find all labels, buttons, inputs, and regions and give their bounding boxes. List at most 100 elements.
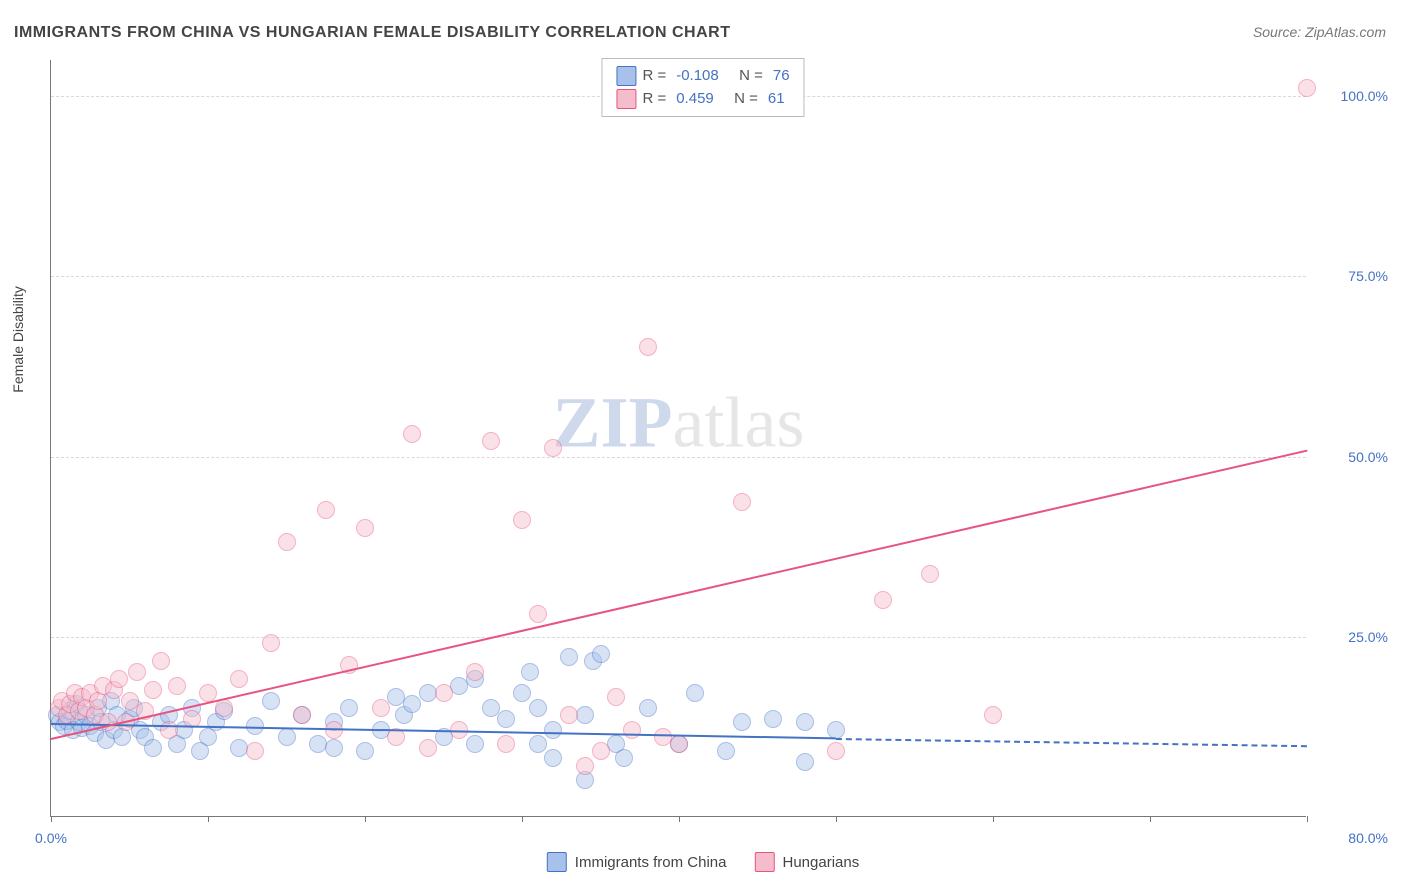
data-point bbox=[497, 735, 515, 753]
legend-item: Hungarians bbox=[755, 852, 860, 872]
data-point bbox=[403, 695, 421, 713]
data-point bbox=[152, 652, 170, 670]
data-point bbox=[544, 749, 562, 767]
gridline bbox=[51, 637, 1306, 638]
data-point bbox=[560, 648, 578, 666]
data-point bbox=[639, 699, 657, 717]
data-point bbox=[144, 739, 162, 757]
data-point bbox=[670, 735, 688, 753]
data-point bbox=[121, 692, 139, 710]
x-tick bbox=[993, 816, 994, 822]
y-tick-label: 50.0% bbox=[1348, 449, 1388, 465]
data-point bbox=[733, 713, 751, 731]
legend-bottom: Immigrants from China Hungarians bbox=[547, 852, 859, 872]
data-point bbox=[317, 501, 335, 519]
data-point bbox=[513, 511, 531, 529]
correlation-legend: R = -0.108 N = 76 R = 0.459 N = 61 bbox=[601, 58, 804, 117]
data-point bbox=[529, 735, 547, 753]
x-tick bbox=[51, 816, 52, 822]
data-point bbox=[592, 742, 610, 760]
data-point bbox=[482, 432, 500, 450]
trend-line bbox=[51, 449, 1307, 739]
data-point bbox=[827, 742, 845, 760]
watermark: ZIPatlas bbox=[553, 381, 805, 464]
x-tick bbox=[1150, 816, 1151, 822]
y-axis-label: Female Disability bbox=[10, 286, 26, 393]
legend-label: Immigrants from China bbox=[575, 854, 727, 871]
data-point bbox=[686, 684, 704, 702]
data-point bbox=[717, 742, 735, 760]
data-point bbox=[325, 739, 343, 757]
x-tick bbox=[1307, 816, 1308, 822]
data-point bbox=[160, 721, 178, 739]
gridline bbox=[51, 457, 1306, 458]
data-point bbox=[262, 692, 280, 710]
data-point bbox=[262, 634, 280, 652]
data-point bbox=[544, 721, 562, 739]
data-point bbox=[128, 663, 146, 681]
data-point bbox=[419, 739, 437, 757]
source-credit: Source: ZipAtlas.com bbox=[1253, 24, 1386, 40]
data-point bbox=[144, 681, 162, 699]
y-tick-label: 100.0% bbox=[1341, 88, 1388, 104]
x-tick-label: 0.0% bbox=[35, 830, 67, 846]
data-point bbox=[560, 706, 578, 724]
data-point bbox=[230, 670, 248, 688]
data-point bbox=[293, 706, 311, 724]
scatter-plot-area: ZIPatlas 25.0%50.0%75.0%100.0%0.0%80.0% bbox=[50, 60, 1306, 817]
data-point bbox=[592, 645, 610, 663]
data-point bbox=[482, 699, 500, 717]
data-point bbox=[466, 735, 484, 753]
data-point bbox=[99, 713, 117, 731]
x-tick bbox=[208, 816, 209, 822]
gridline bbox=[51, 276, 1306, 277]
chart-title: IMMIGRANTS FROM CHINA VS HUNGARIAN FEMAL… bbox=[14, 24, 730, 42]
x-tick-label: 80.0% bbox=[1348, 830, 1388, 846]
data-point bbox=[278, 533, 296, 551]
data-point bbox=[356, 742, 374, 760]
data-point bbox=[513, 684, 531, 702]
data-point bbox=[372, 699, 390, 717]
data-point bbox=[403, 425, 421, 443]
data-point bbox=[529, 605, 547, 623]
data-point bbox=[796, 713, 814, 731]
data-point bbox=[497, 710, 515, 728]
data-point bbox=[796, 753, 814, 771]
legend-swatch-icon bbox=[616, 89, 636, 109]
legend-row: R = -0.108 N = 76 bbox=[616, 65, 789, 88]
legend-item: Immigrants from China bbox=[547, 852, 727, 872]
legend-swatch-icon bbox=[616, 66, 636, 86]
data-point bbox=[607, 688, 625, 706]
legend-swatch-icon bbox=[547, 852, 567, 872]
data-point bbox=[168, 677, 186, 695]
x-tick bbox=[679, 816, 680, 822]
data-point bbox=[110, 670, 128, 688]
y-tick-label: 75.0% bbox=[1348, 268, 1388, 284]
data-point bbox=[733, 493, 751, 511]
data-point bbox=[278, 728, 296, 746]
data-point bbox=[466, 663, 484, 681]
data-point bbox=[576, 706, 594, 724]
data-point bbox=[529, 699, 547, 717]
legend-label: Hungarians bbox=[783, 854, 860, 871]
legend-swatch-icon bbox=[755, 852, 775, 872]
legend-row: R = 0.459 N = 61 bbox=[616, 88, 789, 111]
data-point bbox=[576, 757, 594, 775]
data-point bbox=[356, 519, 374, 537]
data-point bbox=[521, 663, 539, 681]
data-point bbox=[639, 338, 657, 356]
x-tick bbox=[365, 816, 366, 822]
trend-line bbox=[836, 738, 1307, 747]
x-tick bbox=[522, 816, 523, 822]
data-point bbox=[874, 591, 892, 609]
data-point bbox=[764, 710, 782, 728]
x-tick bbox=[836, 816, 837, 822]
data-point bbox=[615, 749, 633, 767]
data-point bbox=[435, 684, 453, 702]
y-tick-label: 25.0% bbox=[1348, 629, 1388, 645]
data-point bbox=[921, 565, 939, 583]
data-point bbox=[246, 742, 264, 760]
data-point bbox=[1298, 79, 1316, 97]
data-point bbox=[340, 699, 358, 717]
data-point bbox=[827, 721, 845, 739]
